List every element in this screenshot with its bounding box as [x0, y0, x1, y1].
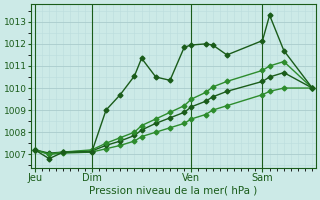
- X-axis label: Pression niveau de la mer( hPa ): Pression niveau de la mer( hPa ): [90, 186, 258, 196]
